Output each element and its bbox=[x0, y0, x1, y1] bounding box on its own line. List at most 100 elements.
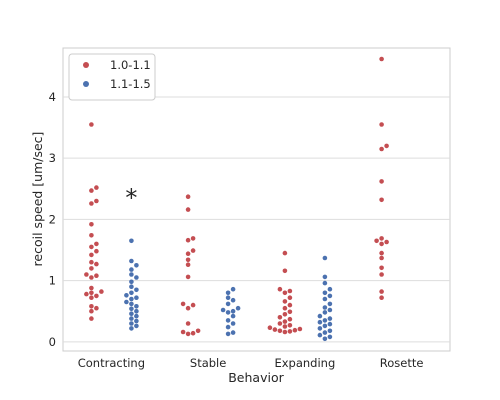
legend-marker-1-0-1-1 bbox=[83, 62, 89, 68]
point-contracting-series-2 bbox=[134, 304, 139, 309]
point-contracting-series-2 bbox=[129, 290, 134, 296]
point-expanding-series-1 bbox=[287, 302, 293, 308]
point-contracting-series-2 bbox=[129, 296, 134, 302]
point-rosette-series-1 bbox=[379, 289, 384, 294]
y-tick-label-0: 0 bbox=[49, 335, 56, 349]
point-expanding-series-1 bbox=[282, 312, 288, 317]
point-stable-series-2 bbox=[225, 310, 231, 315]
y-tick-labels: 0 1 2 3 4 bbox=[49, 90, 56, 349]
point-contracting-series-1 bbox=[94, 185, 99, 190]
point-contracting-series-1 bbox=[94, 273, 99, 279]
legend: 1.0-1.1 1.1-1.5 bbox=[68, 53, 156, 101]
point-expanding-series-1 bbox=[292, 327, 298, 333]
point-expanding-series-2 bbox=[327, 334, 333, 340]
point-contracting-series-1 bbox=[89, 308, 94, 314]
point-contracting-series-2 bbox=[129, 311, 134, 317]
point-contracting-series-1 bbox=[89, 188, 94, 193]
point-stable-series-1 bbox=[185, 251, 191, 256]
x-axis-title: Behavior bbox=[228, 370, 284, 385]
point-contracting-series-2 bbox=[124, 299, 129, 305]
point-contracting-series-1 bbox=[94, 241, 99, 247]
point-expanding-series-2 bbox=[322, 330, 328, 335]
point-rosette-series-1 bbox=[379, 265, 384, 271]
point-contracting-series-2 bbox=[129, 326, 134, 331]
point-contracting-series-2 bbox=[129, 316, 134, 321]
point-expanding-series-2 bbox=[317, 332, 323, 338]
point-expanding-series-1 bbox=[267, 325, 273, 331]
point-expanding-series-2 bbox=[322, 280, 328, 286]
point-stable-series-2 bbox=[225, 295, 231, 301]
point-stable-series-1 bbox=[185, 207, 191, 212]
point-contracting-series-2 bbox=[134, 318, 139, 324]
y-tick-label-3: 3 bbox=[49, 151, 56, 165]
point-contracting-series-2 bbox=[129, 238, 134, 244]
point-expanding-series-1 bbox=[277, 328, 283, 334]
point-stable-series-2 bbox=[230, 308, 236, 314]
point-contracting-series-2 bbox=[134, 263, 139, 268]
point-expanding-series-1 bbox=[277, 286, 283, 292]
point-expanding-series-2 bbox=[322, 296, 328, 302]
point-rosette-series-1 bbox=[384, 239, 389, 245]
point-contracting-series-1 bbox=[89, 259, 94, 265]
point-rosette-series-1 bbox=[379, 179, 384, 184]
point-expanding-series-1 bbox=[287, 309, 293, 315]
point-rosette-series-1 bbox=[379, 197, 384, 203]
point-stable-series-2 bbox=[225, 301, 231, 307]
point-expanding-series-2 bbox=[317, 313, 323, 319]
point-contracting-series-1 bbox=[89, 222, 94, 227]
point-expanding-series-1 bbox=[282, 305, 288, 311]
point-contracting-series-2 bbox=[129, 284, 134, 290]
point-stable-series-2 bbox=[235, 305, 241, 311]
legend-label-1-0-1-1: 1.0-1.1 bbox=[110, 58, 151, 72]
point-stable-series-1 bbox=[185, 321, 191, 326]
point-contracting-series-1 bbox=[84, 272, 89, 277]
point-stable-series-2 bbox=[230, 297, 236, 303]
point-expanding-series-1 bbox=[287, 316, 293, 322]
point-stable-series-1 bbox=[185, 194, 191, 199]
legend-marker-1-1-1-5 bbox=[83, 81, 89, 87]
point-expanding-series-2 bbox=[327, 307, 333, 313]
point-contracting-series-1 bbox=[84, 291, 89, 297]
point-expanding-series-1 bbox=[277, 315, 283, 320]
point-rosette-series-1 bbox=[379, 236, 384, 241]
x-tick-labels: Contracting Stable Expanding Rosette bbox=[78, 356, 424, 370]
point-stable-series-1 bbox=[190, 330, 196, 336]
point-expanding-series-1 bbox=[282, 324, 288, 329]
y-tick-label-4: 4 bbox=[49, 90, 56, 104]
point-expanding-series-2 bbox=[322, 290, 328, 296]
point-expanding-series-1 bbox=[282, 299, 288, 304]
point-contracting-series-1 bbox=[89, 316, 94, 321]
point-rosette-series-1 bbox=[384, 143, 389, 149]
x-tick-label-expanding: Expanding bbox=[274, 356, 335, 370]
point-contracting-series-1 bbox=[89, 201, 94, 206]
point-rosette-series-1 bbox=[379, 295, 384, 301]
point-stable-series-1 bbox=[190, 236, 196, 241]
point-contracting-series-2 bbox=[134, 275, 139, 280]
point-contracting-series-1 bbox=[89, 304, 94, 309]
point-contracting-series-1 bbox=[89, 252, 94, 258]
point-expanding-series-1 bbox=[287, 329, 293, 334]
point-stable-series-2 bbox=[230, 330, 236, 335]
y-tick-label-1: 1 bbox=[49, 274, 56, 288]
point-expanding-series-1 bbox=[287, 295, 293, 301]
point-contracting-series-2 bbox=[124, 293, 129, 298]
point-expanding-series-2 bbox=[327, 301, 333, 307]
point-contracting-series-2 bbox=[129, 301, 134, 307]
point-stable-series-1 bbox=[190, 248, 196, 253]
point-stable-series-1 bbox=[195, 328, 201, 334]
point-rosette-series-1 bbox=[379, 250, 384, 256]
point-expanding-series-2 bbox=[327, 321, 333, 327]
point-contracting-series-2 bbox=[134, 287, 139, 293]
point-stable-series-2 bbox=[220, 307, 226, 313]
point-expanding-series-2 bbox=[327, 316, 333, 321]
point-contracting-series-2 bbox=[129, 267, 134, 272]
point-stable-series-2 bbox=[230, 321, 236, 326]
point-expanding-series-2 bbox=[327, 328, 333, 334]
point-contracting-series-1 bbox=[89, 266, 94, 271]
point-expanding-series-2 bbox=[322, 318, 328, 323]
point-contracting-series-2 bbox=[129, 306, 134, 312]
point-stable-series-1 bbox=[185, 262, 191, 268]
point-contracting-series-1 bbox=[89, 233, 94, 238]
point-expanding-series-2 bbox=[322, 310, 328, 315]
point-expanding-series-1 bbox=[282, 250, 288, 256]
